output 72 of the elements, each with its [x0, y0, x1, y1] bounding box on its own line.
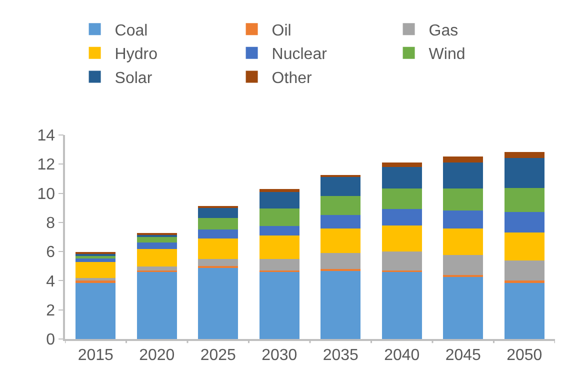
x-tick-label: 2030 — [262, 346, 298, 364]
legend-label: Coal — [114, 22, 148, 40]
bar — [382, 162, 422, 168]
bar — [443, 156, 484, 162]
bar — [76, 262, 116, 278]
bar — [198, 229, 238, 238]
bar — [136, 242, 177, 250]
bar — [136, 266, 177, 271]
bar — [198, 208, 238, 218]
bar — [443, 228, 484, 255]
y-tick-label: 14 — [37, 128, 56, 145]
bar — [259, 208, 300, 226]
x-tick-label: 2050 — [506, 346, 542, 364]
bar — [259, 226, 300, 236]
bar — [443, 162, 484, 189]
bar — [320, 228, 361, 254]
x-tick-label: 2015 — [78, 346, 114, 364]
legend-label: Gas — [428, 22, 458, 40]
x-tick-label: 2045 — [445, 346, 482, 364]
bar — [443, 276, 484, 339]
legend-label: Hydro — [114, 46, 158, 64]
bar — [382, 209, 422, 226]
bar — [198, 268, 238, 339]
bar — [382, 188, 422, 210]
y-tick-label: 6 — [46, 244, 56, 262]
bar — [320, 270, 361, 339]
bar — [259, 189, 300, 192]
y-tick-label: 10 — [37, 186, 56, 203]
bar — [443, 210, 484, 229]
bar — [259, 192, 300, 209]
bar — [382, 225, 422, 252]
y-tick-label: 4 — [46, 273, 56, 290]
legend-label: Solar — [114, 70, 153, 87]
bar — [320, 176, 361, 196]
bar — [259, 236, 300, 259]
legend-label: Other — [272, 70, 312, 87]
bar — [198, 258, 238, 266]
legend-label: Oil — [272, 22, 292, 40]
x-tick-label: 2040 — [384, 346, 420, 364]
bar — [136, 249, 177, 267]
bar — [382, 167, 422, 188]
legend-label: Wind — [428, 46, 466, 64]
bar — [76, 258, 116, 262]
bar — [504, 188, 544, 212]
bar — [259, 272, 300, 339]
bar — [504, 232, 544, 260]
x-tick-label: 2025 — [200, 346, 236, 364]
legend-label: Nuclear — [272, 46, 328, 64]
bar — [136, 272, 177, 339]
bar — [382, 252, 422, 271]
x-tick-label: 2020 — [139, 346, 175, 364]
bar — [198, 238, 238, 259]
y-tick-label: 8 — [46, 215, 56, 232]
y-tick-label: 0 — [46, 332, 56, 349]
bar — [504, 282, 544, 339]
bar — [382, 272, 422, 339]
bar — [198, 218, 238, 230]
bar — [443, 188, 484, 211]
bar — [443, 254, 484, 275]
bar — [76, 282, 116, 339]
x-tick-label: 2035 — [322, 346, 359, 364]
bar — [504, 158, 544, 188]
y-tick-label: 12 — [37, 156, 56, 174]
bar — [504, 260, 544, 281]
y-tick-label: 2 — [46, 302, 56, 320]
bar — [504, 152, 544, 158]
bar — [320, 215, 361, 229]
bar — [259, 258, 300, 271]
bar — [320, 253, 361, 270]
bar — [136, 237, 177, 243]
bar — [504, 212, 544, 233]
bar — [320, 196, 361, 215]
